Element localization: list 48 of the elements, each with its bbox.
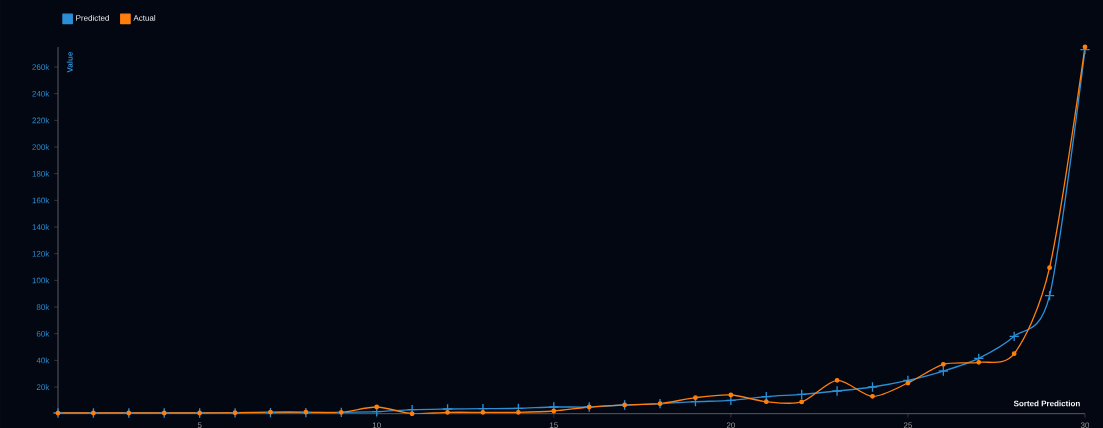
point bbox=[763, 399, 769, 405]
point bbox=[515, 409, 521, 415]
point bbox=[480, 409, 486, 415]
y-tick-label: 80k bbox=[36, 304, 50, 310]
x-tick-label: 20 bbox=[726, 422, 735, 428]
x-axis-title: Sorted Prediction bbox=[1013, 400, 1080, 407]
point bbox=[834, 377, 840, 383]
y-tick-label: 40k bbox=[36, 357, 50, 364]
y-tick-label: 60k bbox=[36, 330, 50, 337]
point bbox=[870, 393, 875, 399]
point bbox=[976, 359, 982, 365]
point bbox=[374, 404, 380, 410]
point bbox=[1047, 265, 1052, 271]
point bbox=[445, 409, 450, 415]
y-tick-label: 20k bbox=[36, 384, 50, 390]
legend-label: Actual bbox=[133, 14, 156, 21]
y-tick-label: 140k bbox=[32, 224, 50, 230]
y-tick-label: 180k bbox=[32, 170, 50, 177]
point bbox=[867, 381, 878, 393]
point bbox=[905, 380, 911, 386]
point bbox=[940, 361, 946, 367]
point bbox=[938, 365, 949, 377]
point bbox=[796, 389, 808, 400]
point bbox=[693, 395, 698, 401]
x-tick-label: 25 bbox=[903, 422, 913, 428]
point bbox=[831, 385, 843, 397]
point bbox=[1011, 351, 1017, 357]
point bbox=[1008, 331, 1020, 342]
point bbox=[728, 392, 734, 398]
legend-label: Predicted bbox=[76, 14, 109, 21]
point bbox=[1044, 290, 1055, 302]
x-tick-label: 10 bbox=[372, 422, 381, 428]
point bbox=[760, 391, 772, 402]
point bbox=[1082, 44, 1088, 50]
y-tick-label: 200k bbox=[32, 144, 50, 150]
y-tick-label: 120k bbox=[32, 250, 50, 257]
y-tick-label: 240k bbox=[32, 90, 50, 97]
y-tick-label: 220k bbox=[32, 117, 50, 124]
point bbox=[409, 411, 415, 417]
y-axis-title: Value bbox=[66, 51, 73, 73]
y-tick-label: 160k bbox=[32, 197, 50, 204]
y-tick-label: 100k bbox=[32, 277, 50, 284]
point bbox=[799, 399, 805, 405]
x-tick-label: 30 bbox=[1080, 422, 1090, 428]
point bbox=[551, 408, 557, 414]
y-tick-label: 260k bbox=[32, 64, 50, 70]
x-tick-label: 15 bbox=[549, 422, 558, 428]
x-tick-label: 5 bbox=[197, 422, 202, 428]
